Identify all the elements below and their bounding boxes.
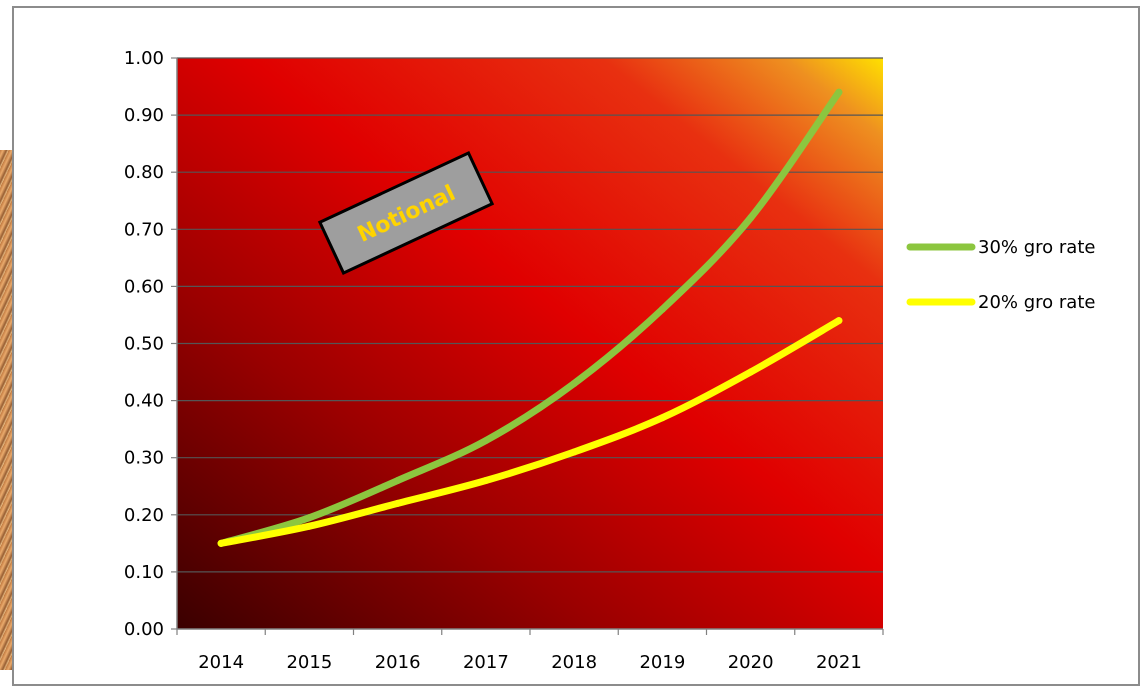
data-point bbox=[394, 499, 402, 507]
legend-label-2: 20% gro rate bbox=[978, 292, 1095, 313]
x-tick-label: 2016 bbox=[375, 652, 421, 673]
y-tick-label: 0.40 bbox=[124, 391, 164, 412]
y-tick-label: 0.60 bbox=[124, 276, 164, 297]
legend-label-1: 30% gro rate bbox=[978, 237, 1095, 258]
y-tick-label: 0.20 bbox=[124, 505, 164, 526]
x-axis-labels: 2014 2015 2016 2017 2018 2019 2020 2021 bbox=[198, 652, 862, 673]
data-point bbox=[570, 379, 578, 387]
data-point bbox=[394, 477, 402, 485]
x-tick-label: 2021 bbox=[816, 652, 862, 673]
notional-stamp-box bbox=[317, 150, 495, 276]
data-point bbox=[482, 437, 490, 445]
x-tick-label: 2015 bbox=[286, 652, 332, 673]
y-tick-label: 0.90 bbox=[124, 105, 164, 126]
series-lines bbox=[217, 88, 843, 547]
y-tick-label: 1.00 bbox=[124, 48, 164, 69]
y-tick-label: 0.30 bbox=[124, 448, 164, 469]
x-tick-label: 2020 bbox=[728, 652, 774, 673]
data-point bbox=[570, 448, 578, 456]
data-point bbox=[658, 305, 666, 313]
y-tick-label: 0.80 bbox=[124, 162, 164, 183]
data-point bbox=[305, 514, 313, 522]
x-tick-label: 2019 bbox=[639, 652, 685, 673]
notional-stamp: Notional bbox=[317, 150, 495, 276]
data-point bbox=[835, 317, 843, 325]
data-point bbox=[835, 88, 843, 96]
y-tick-label: 0.50 bbox=[124, 334, 164, 355]
x-tick-label: 2017 bbox=[463, 652, 509, 673]
gridlines bbox=[177, 57, 883, 573]
data-point bbox=[747, 368, 755, 376]
data-point bbox=[482, 477, 490, 485]
x-tick-label: 2018 bbox=[551, 652, 597, 673]
y-tick-label: 0.10 bbox=[124, 562, 164, 583]
data-point bbox=[747, 214, 755, 222]
data-point bbox=[658, 414, 666, 422]
y-axis-labels: 0.00 0.10 0.20 0.30 0.40 0.50 0.60 0.70 0.80 0.90… bbox=[124, 48, 164, 640]
axes bbox=[171, 57, 884, 635]
legend: 30% gro rate 20% gro rate bbox=[906, 237, 1095, 313]
data-point bbox=[217, 539, 225, 547]
y-tick-label: 0.00 bbox=[124, 619, 164, 640]
y-tick-label: 0.70 bbox=[124, 219, 164, 240]
x-tick-label: 2014 bbox=[198, 652, 244, 673]
data-point bbox=[305, 522, 313, 530]
